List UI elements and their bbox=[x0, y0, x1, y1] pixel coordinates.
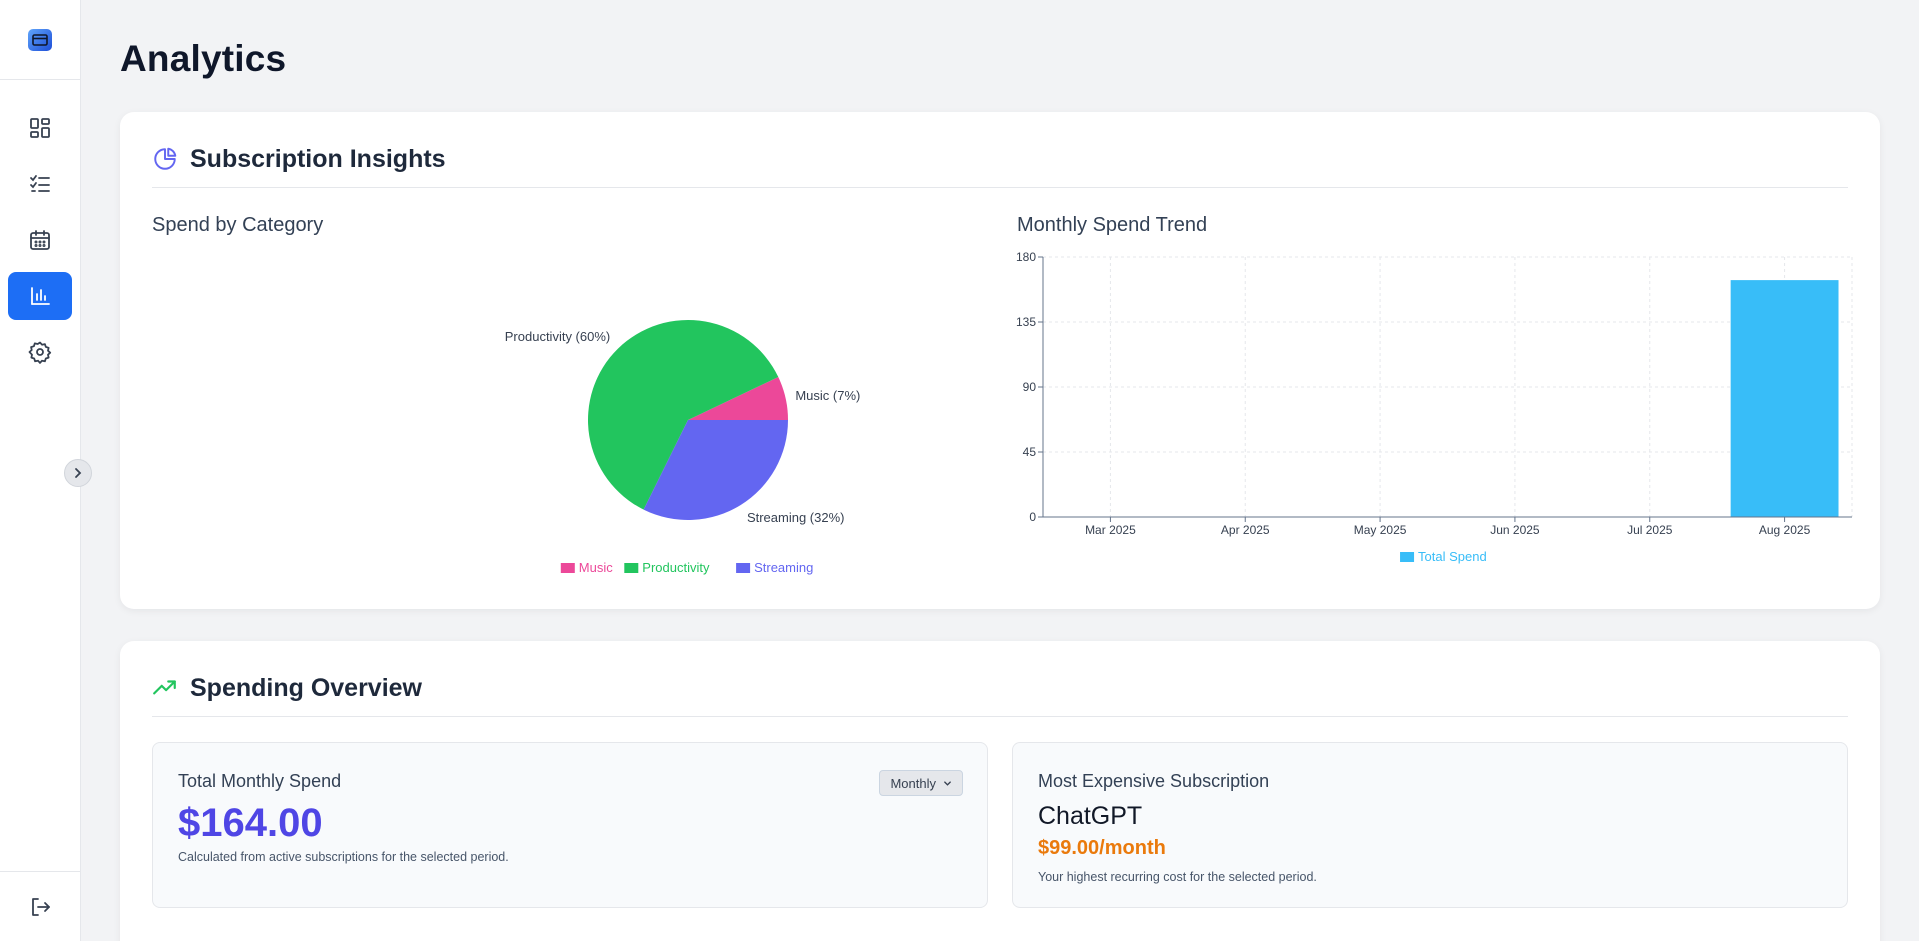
monthly-spend-bar-chart: 0 45 90 135 180 Mar 2025 Apr 2025 May 2025 Jun 2… bbox=[1016, 252, 1853, 564]
most-expensive-name: ChatGPT bbox=[1038, 802, 1143, 830]
x-tick-label: Aug 2025 bbox=[1759, 523, 1811, 537]
pie-chart-title: Spend by Category bbox=[152, 214, 324, 236]
chevron-right-icon bbox=[75, 468, 82, 478]
most-expensive-card: Most Expensive Subscription ChatGPT $99.… bbox=[1012, 742, 1848, 908]
most-expensive-title: Most Expensive Subscription bbox=[1038, 771, 1270, 791]
pie-label-productivity: Productivity (60%) bbox=[505, 329, 610, 344]
sidebar-item-settings[interactable] bbox=[8, 328, 72, 376]
pie-label-music: Music (7%) bbox=[795, 388, 860, 403]
legend-label-streaming: Streaming bbox=[754, 560, 813, 575]
period-select-value: Monthly bbox=[890, 775, 936, 791]
sidebar-item-calendar[interactable] bbox=[8, 216, 72, 264]
checklist-icon bbox=[30, 175, 50, 192]
sidebar-item-dashboard[interactable] bbox=[8, 104, 72, 152]
card-title: Spending Overview bbox=[190, 674, 423, 702]
card-header: Subscription Insights bbox=[152, 144, 1848, 188]
legend-label-total-spend: Total Spend bbox=[1418, 549, 1487, 564]
x-tick-label: Jul 2025 bbox=[1627, 523, 1673, 537]
bar-aug-2025[interactable] bbox=[1730, 280, 1839, 517]
spend-by-category-pie-chart: Music (7%) Productivity (60%) Streaming (3… bbox=[505, 320, 860, 575]
y-tick-label: 180 bbox=[1016, 252, 1036, 264]
bar-chart-icon bbox=[31, 287, 50, 305]
logout-button[interactable] bbox=[0, 871, 80, 941]
y-tick-label: 0 bbox=[1029, 510, 1036, 524]
y-tick-label: 45 bbox=[1023, 445, 1037, 459]
x-tick-label: Apr 2025 bbox=[1221, 523, 1270, 537]
trending-up-icon bbox=[153, 680, 176, 695]
card-header: Spending Overview bbox=[152, 673, 1848, 717]
dashboard-icon bbox=[30, 118, 50, 138]
credit-card-icon bbox=[28, 28, 52, 51]
x-tick-label: Jun 2025 bbox=[1490, 523, 1540, 537]
total-spend-title: Total Monthly Spend bbox=[178, 771, 342, 791]
total-spend-note: Calculated from active subscriptions for… bbox=[178, 850, 509, 864]
x-tick-label: May 2025 bbox=[1354, 523, 1407, 537]
legend-label-productivity: Productivity bbox=[642, 560, 710, 575]
sidebar-item-subscriptions[interactable] bbox=[8, 160, 72, 208]
card-title: Subscription Insights bbox=[190, 145, 446, 173]
app-logo[interactable] bbox=[0, 0, 80, 80]
spending-overview-card: Spending Overview Total Monthly Spend Mo… bbox=[120, 641, 1880, 941]
pie-label-streaming: Streaming (32%) bbox=[747, 510, 845, 525]
calendar-icon bbox=[30, 230, 50, 250]
gear-icon bbox=[28, 341, 52, 364]
most-expensive-note: Your highest recurring cost for the sele… bbox=[1038, 870, 1317, 884]
legend-swatch-streaming bbox=[736, 563, 751, 573]
pie-slice-productivity[interactable] bbox=[588, 320, 779, 510]
subscription-insights-card: Subscription Insights Spend by Category … bbox=[120, 112, 1880, 609]
legend-swatch-productivity bbox=[624, 563, 639, 573]
y-tick-label: 135 bbox=[1016, 315, 1036, 329]
pie-slice-music[interactable] bbox=[688, 377, 788, 420]
chevron-down-icon bbox=[944, 780, 951, 786]
page-title: Analytics bbox=[120, 38, 287, 79]
legend-swatch-total-spend bbox=[1400, 552, 1415, 562]
sidebar-item-analytics[interactable] bbox=[8, 272, 72, 320]
sidebar-toggle-button[interactable] bbox=[64, 459, 92, 487]
legend-swatch-music bbox=[560, 563, 575, 573]
pie-chart-icon bbox=[154, 147, 177, 170]
bar-chart-title: Monthly Spend Trend bbox=[1017, 214, 1208, 236]
period-select[interactable]: Monthly bbox=[879, 770, 963, 796]
x-tick-label: Mar 2025 bbox=[1085, 523, 1136, 537]
total-spend-amount: $164.00 bbox=[178, 801, 323, 845]
pie-slice-streaming[interactable] bbox=[643, 420, 788, 520]
logout-icon bbox=[32, 897, 50, 916]
legend-label-music: Music bbox=[579, 560, 613, 575]
most-expensive-price: $99.00/month bbox=[1038, 837, 1166, 859]
y-tick-label: 90 bbox=[1023, 380, 1037, 394]
total-spend-card: Total Monthly Spend Monthly $164.00 Calc… bbox=[152, 742, 988, 908]
